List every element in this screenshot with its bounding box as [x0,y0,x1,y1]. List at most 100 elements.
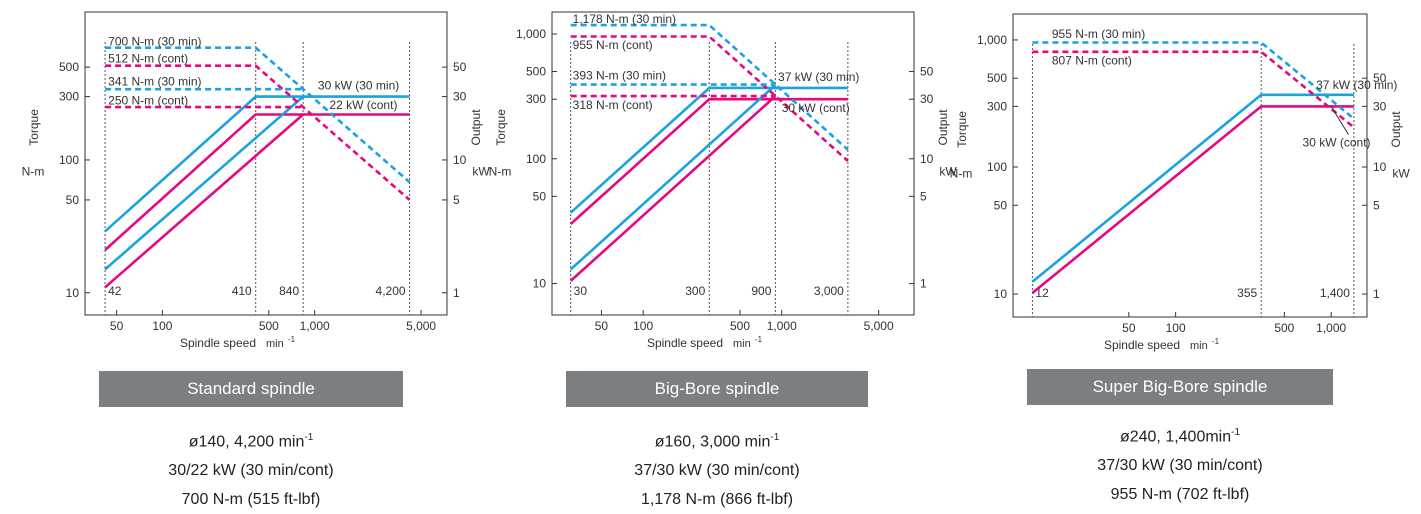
chart-big-bore: 30 300 900 3,000 10 50 100 300 500 1,000 1 5 10 30 50 5… [489,11,957,350]
x-tick-label: 50 [595,319,609,333]
output-curve-magenta [1031,105,1354,295]
x-tick-label: 5,000 [406,319,436,333]
y-axis-unit-right: kW [472,164,490,178]
y-tick-label-right: 30 [453,90,467,104]
chart-super-big-bore: 12 355 1,400 10 50 100 300 500 1,000 1 5 10 30 50 50 10… [950,13,1410,352]
x-axis-title: Spindle speed [1104,338,1180,352]
curve-annotation: 512 N-m (cont) [108,52,188,66]
y-tick-label-right: 30 [1373,99,1387,113]
x-tick-label: 1,000 [1316,321,1346,335]
callout-label: 30 kW (cont) [1303,136,1371,150]
y-axis-title-right: Output [469,109,483,146]
guide-label: 355 [1237,286,1257,300]
x-tick-label: 50 [1122,321,1136,335]
spec-speed-super-big-bore: ø240, 1,400min-1 [1119,427,1241,446]
y-tick-label: 10 [994,287,1008,301]
callout-leader [1330,106,1349,135]
guide-label: 410 [232,284,252,298]
spec-output-super-big-bore: 37/30 kW (30 min/cont) [1097,457,1263,475]
x-tick-label: 1,000 [300,319,330,333]
guide-label: 900 [751,284,771,298]
guide-label: 4,200 [376,284,406,298]
curve-annotation: 700 N-m (30 min) [108,34,201,48]
torque-curve-blue [570,23,849,151]
spec-output-big-bore: 37/30 kW (30 min/cont) [634,462,800,480]
guide-label: 12 [1035,286,1049,300]
y-tick-label: 10 [533,277,547,291]
x-tick-label: 1,000 [767,319,797,333]
y-tick-label: 300 [987,99,1007,113]
x-axis-title: Spindle speed [647,336,723,350]
curve-annotation: 955 N-m (30 min) [1052,27,1145,41]
x-axis-unit: min [266,338,284,350]
output-curve-magenta [569,95,777,282]
output-curve-blue [104,95,304,271]
guide-label: 30 [574,284,588,298]
spec-speed-standard: ø140, 4,200 min-1 [188,432,314,451]
spec-torque-standard: 700 N-m (515 ft-lbf) [181,491,321,509]
curve-annotation: 955 N-m (cont) [573,38,653,52]
x-tick-label: 100 [633,319,653,333]
y-tick-label: 300 [59,90,79,104]
spec-super-big-bore: ø240, 1,400min-1 37/30 kW (30 min/cont) … [1027,418,1333,509]
x-tick-label: 500 [730,319,750,333]
caption-band-super-big-bore: Super Big-Bore spindle [1027,369,1333,405]
y-tick-label: 100 [526,152,546,166]
output-curve-blue [104,95,410,233]
x-axis-unit: min [1190,340,1208,352]
y-axis-unit-left: N-m [489,164,512,178]
output-curve-magenta [104,113,304,289]
x-axis-unit: min [733,338,751,350]
y-tick-label-right: 10 [1373,160,1387,174]
x-tick-label: 50 [110,319,124,333]
output-curve-blue [1031,93,1354,283]
y-tick-label-right: 5 [920,189,927,203]
spec-big-bore: ø160, 3,000 min-1 37/30 kW (30 min/cont)… [566,423,868,514]
guide-label: 42 [108,284,122,298]
y-tick-label-right: 10 [920,152,934,166]
y-axis-title-left: Torque [27,109,41,146]
y-tick-label: 500 [987,71,1007,85]
curve-annotation: 250 N-m (cont) [108,93,188,107]
plot-frame [84,11,448,316]
curve-annotation: 393 N-m (30 min) [573,69,666,83]
y-tick-label-right: 50 [920,65,934,79]
x-tick-label: 100 [1166,321,1186,335]
y-tick-label: 100 [59,153,79,167]
caption-band-big-bore: Big-Bore spindle [566,371,868,407]
curve-annotation: 318 N-m (cont) [573,98,653,112]
x-tick-label: 500 [259,319,279,333]
x-tick-label: 100 [152,319,172,333]
x-axis-title: Spindle speed [180,336,256,350]
y-axis-unit-right: kW [939,164,957,178]
spec-standard: ø140, 4,200 min-1 30/22 kW (30 min/cont)… [99,423,403,514]
y-tick-label: 100 [987,160,1007,174]
y-tick-label-right: 1 [453,286,460,300]
curve-annotation: 37 kW (30 min) [778,70,859,84]
guide-label: 840 [279,284,299,298]
output-curve-blue [569,84,777,271]
x-axis-unit-exponent: -1 [755,335,763,344]
y-axis-unit-left: N-m [950,166,973,180]
y-tick-label-right: 1 [1373,287,1380,301]
torque-curve-magenta [105,64,411,201]
y-tick-label: 1,000 [977,33,1007,47]
y-axis-unit-left: N-m [22,164,45,178]
spec-torque-super-big-bore: 955 N-m (702 ft-lbf) [1110,486,1250,504]
chart-standard: 42 410 840 4,200 10 50 100 300 500 1 5 10 30 50 50 100 5… [22,11,490,350]
y-tick-label-right: 50 [453,60,467,74]
y-tick-label-right: 10 [453,153,467,167]
curve-annotation: 22 kW (cont) [329,98,397,112]
y-tick-label-right: 50 [1373,71,1387,85]
curve-annotation: 1,178 N-m (30 min) [573,12,676,26]
y-tick-label: 1,000 [516,27,546,41]
y-axis-unit-right: kW [1392,166,1410,180]
output-curve-blue [569,86,848,214]
y-tick-label: 300 [526,92,546,106]
output-curve-magenta [104,113,410,251]
plot-frame [551,11,915,316]
y-tick-label-right: 30 [920,92,934,106]
guide-label: 3,000 [814,284,844,298]
output-curve-magenta [569,97,848,225]
